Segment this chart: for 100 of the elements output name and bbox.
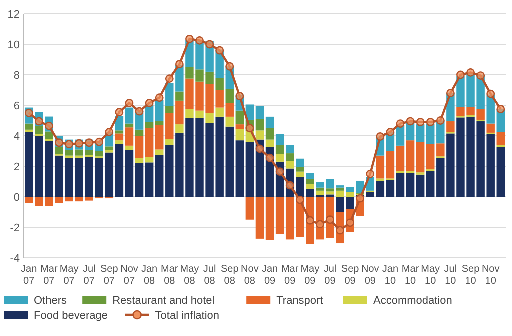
x-tick-label: Mar 09: [281, 264, 300, 287]
bar: [246, 142, 254, 197]
point: [386, 128, 395, 136]
bar: [125, 108, 134, 124]
point: [226, 62, 234, 71]
point: [306, 216, 314, 225]
bar: [296, 167, 304, 172]
y-tick-label: -4: [10, 253, 20, 265]
bar: [276, 197, 284, 234]
point: [456, 70, 465, 80]
point: [105, 128, 114, 136]
bar: [266, 140, 274, 148]
bar: [256, 119, 264, 131]
point: [416, 118, 425, 126]
bar: [25, 124, 34, 130]
bar: [406, 173, 415, 197]
bar: [286, 154, 294, 162]
bar: [386, 151, 395, 179]
bar: [236, 124, 244, 130]
bar: [256, 197, 264, 239]
bar: [105, 152, 114, 197]
bar: [25, 132, 34, 197]
x-tick-label: Nov 09: [361, 264, 380, 287]
bar: [306, 184, 314, 190]
x-tick-label: May 09: [300, 264, 320, 287]
bar: [145, 162, 154, 197]
point: [316, 220, 324, 229]
bar: [306, 173, 314, 180]
bar: [376, 180, 385, 197]
bar: [386, 180, 395, 197]
point: [115, 108, 124, 117]
x-tick-label: Jan 10: [382, 264, 399, 287]
y-tick-label: 10: [8, 40, 20, 52]
y-tick-label: 8: [14, 70, 20, 82]
bar: [366, 192, 375, 197]
bar: [376, 156, 385, 179]
legend-label: Transport: [276, 295, 324, 307]
point: [44, 122, 54, 130]
x-tick-label: May 07: [60, 264, 79, 287]
bar: [125, 150, 134, 197]
x-tick-label: Sep 08: [220, 264, 240, 287]
point: [155, 94, 164, 102]
y-tick-label: 2: [14, 162, 20, 174]
point: [55, 138, 64, 148]
point: [276, 168, 284, 176]
bar: [166, 106, 174, 114]
bar: [155, 100, 164, 122]
bar: [276, 154, 284, 162]
bar: [25, 197, 34, 204]
point: [286, 181, 294, 190]
bar: [135, 130, 144, 136]
bar: [166, 139, 174, 146]
bar: [396, 173, 405, 197]
point: [326, 216, 334, 224]
point: [466, 68, 475, 77]
point: [135, 107, 144, 116]
legend-label: Accommodation: [374, 295, 452, 307]
point: [396, 120, 405, 128]
bar: [155, 150, 164, 156]
point: [476, 72, 486, 80]
point: [216, 46, 224, 55]
y-tick-label: 4: [14, 131, 20, 143]
x-tick-label: Nov 10: [482, 264, 500, 287]
bar: [145, 157, 154, 163]
point: [256, 144, 264, 154]
x-tick-label: Jul 07: [82, 264, 96, 287]
bar: [115, 134, 124, 141]
point: [236, 92, 244, 101]
bar: [396, 146, 405, 172]
bar: [296, 172, 304, 178]
bar: [256, 106, 264, 120]
bar: [286, 197, 294, 240]
x-tick-label: Sep 07: [100, 264, 119, 287]
bar: [95, 158, 104, 197]
point: [406, 117, 415, 126]
point: [34, 117, 44, 126]
bar: [496, 147, 505, 197]
point: [436, 116, 445, 125]
x-tick-label: May 10: [421, 264, 440, 287]
point: [496, 105, 506, 114]
bar: [406, 140, 415, 172]
point: [426, 118, 435, 126]
bar: [155, 155, 164, 197]
bar: [266, 197, 274, 240]
point: [356, 194, 365, 203]
bar: [416, 142, 425, 173]
x-tick-label: Jan 07: [21, 264, 38, 287]
bar: [226, 116, 234, 127]
x-tick-label: Sep 09: [341, 264, 360, 287]
x-tick-label: Jul 09: [324, 264, 337, 287]
bar: [286, 161, 294, 169]
bar: [155, 125, 164, 150]
bar: [176, 92, 184, 101]
bar: [296, 177, 304, 197]
bar: [236, 140, 244, 197]
bar: [426, 144, 435, 170]
point: [486, 90, 496, 98]
bar: [236, 129, 244, 141]
bar: [266, 116, 274, 128]
bar: [276, 134, 284, 146]
